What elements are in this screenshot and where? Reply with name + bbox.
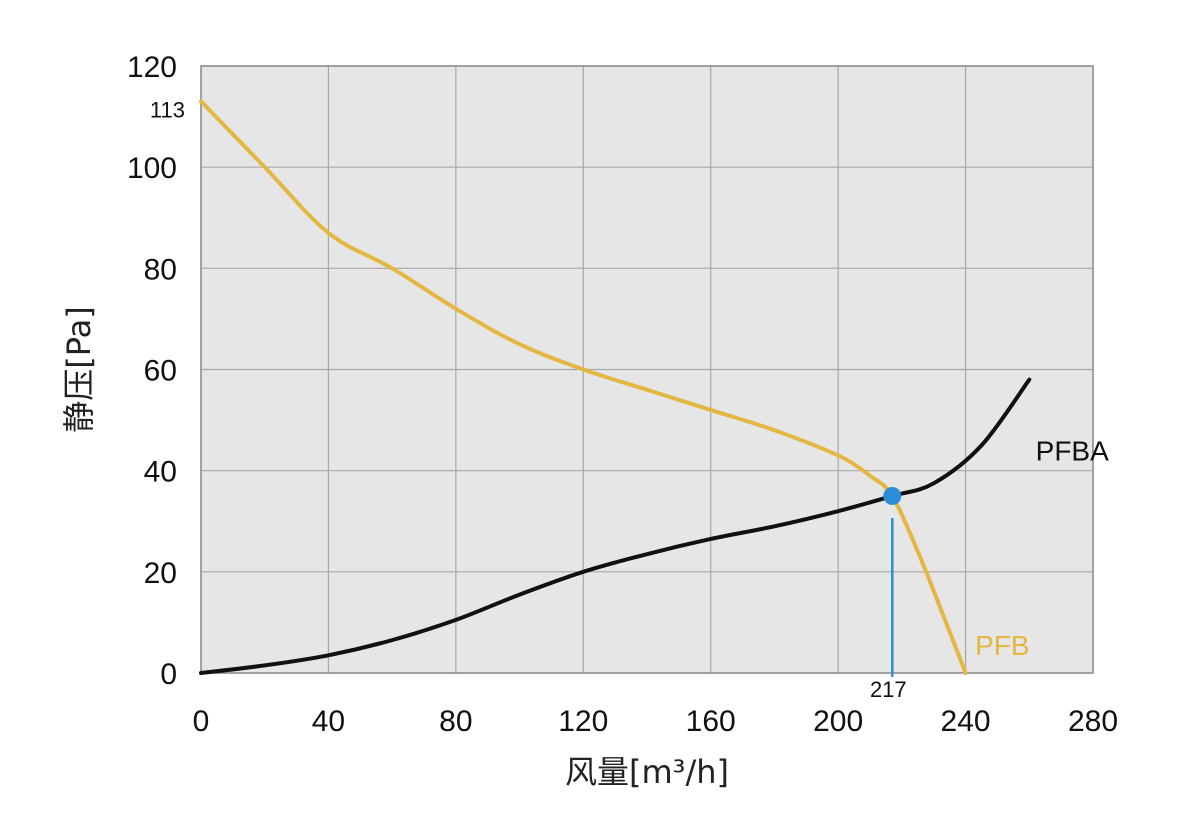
y-tick-label: 120 <box>127 51 177 84</box>
y-tick-label: 40 <box>144 456 177 489</box>
series-line-pfb <box>199 99 968 675</box>
series-line-pfba <box>199 377 1032 675</box>
x-tick-label: 200 <box>813 705 863 738</box>
plot-border <box>200 65 1094 674</box>
x-tick-label: 40 <box>312 705 345 738</box>
y-axis-title: 静压[Pa] <box>60 306 98 432</box>
y-tick-label: 100 <box>127 152 177 185</box>
x-tick-label: 240 <box>941 705 991 738</box>
y-tick-label: 60 <box>144 355 177 388</box>
x-axis-title: 风量[m³/h] <box>565 753 729 791</box>
series-label-pfb: PFB <box>975 630 1029 661</box>
x-tick-label: 120 <box>558 705 608 738</box>
x-tick-label: 80 <box>439 705 472 738</box>
operating-point-marker <box>883 486 902 505</box>
x-tick-label: 160 <box>686 705 736 738</box>
x-value-label: 217 <box>870 677 907 702</box>
x-tick-label: 280 <box>1068 705 1118 738</box>
y-tick-label: 80 <box>144 253 177 286</box>
x-tick-label: 0 <box>193 705 210 738</box>
series-label-pfba: PFBA <box>1036 435 1109 466</box>
y-tick-label: 20 <box>144 557 177 590</box>
y-tick-label: 0 <box>160 658 177 691</box>
y-value-label: 113 <box>150 97 185 122</box>
